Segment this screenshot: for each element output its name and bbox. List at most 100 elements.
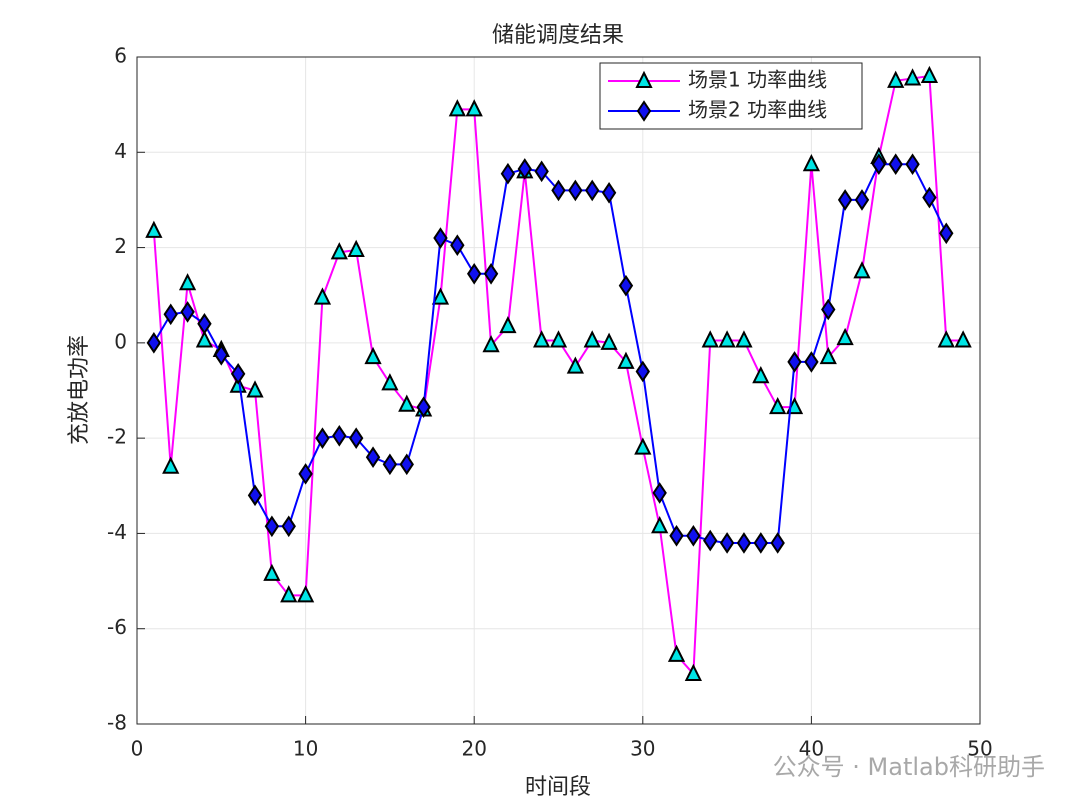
marker: [500, 162, 516, 185]
x-axis-label: 时间段: [525, 775, 591, 800]
legend-marker: [635, 70, 653, 88]
marker: [551, 179, 566, 202]
marker: [313, 287, 332, 305]
marker: [651, 516, 669, 534]
marker: [667, 644, 686, 662]
y-axis-label: 充放电功率: [67, 335, 92, 445]
marker: [431, 287, 450, 305]
marker: [719, 532, 735, 554]
marker: [296, 585, 315, 603]
marker: [769, 396, 787, 415]
marker: [247, 484, 263, 507]
marker: [888, 153, 903, 175]
marker: [549, 330, 568, 348]
y-tick-label: 6: [114, 44, 127, 68]
legend-label: 场景2 功率曲线: [688, 98, 827, 122]
marker: [214, 343, 229, 366]
y-tick-label: -8: [107, 711, 127, 735]
marker: [229, 375, 247, 393]
marker: [770, 532, 785, 554]
marker: [686, 525, 701, 547]
watermark: 公众号 · Matlab科研助手: [773, 753, 1045, 781]
marker: [583, 330, 601, 348]
marker: [197, 312, 212, 335]
x-tick-label: 30: [630, 737, 655, 761]
marker: [332, 424, 347, 447]
marker: [804, 351, 819, 373]
marker: [600, 332, 618, 350]
y-tick-label: 4: [114, 139, 127, 163]
marker: [162, 456, 180, 474]
marker: [954, 330, 972, 348]
marker: [465, 99, 483, 117]
marker: [364, 346, 382, 365]
marker: [178, 273, 197, 291]
marker: [635, 360, 651, 383]
marker: [669, 525, 684, 547]
marker: [483, 262, 499, 285]
marker: [736, 532, 752, 554]
marker: [263, 563, 281, 581]
marker: [903, 68, 922, 86]
marker: [347, 239, 365, 257]
marker: [718, 330, 736, 348]
marker: [433, 227, 448, 249]
marker: [684, 663, 702, 681]
marker: [399, 453, 414, 476]
marker: [905, 153, 920, 175]
y-tick-label: 2: [114, 234, 127, 258]
marker: [753, 532, 769, 554]
marker: [466, 262, 482, 285]
marker: [448, 99, 466, 117]
marker: [163, 303, 178, 326]
marker: [298, 463, 313, 485]
marker: [145, 220, 163, 238]
marker: [821, 298, 836, 321]
marker: [836, 327, 854, 346]
marker: [735, 330, 753, 348]
marker: [802, 153, 821, 172]
x-tick-label: 20: [461, 737, 486, 761]
marker: [618, 274, 634, 297]
x-tick-label: 40: [799, 737, 824, 761]
marker: [871, 153, 887, 175]
x-tick-label: 50: [967, 737, 992, 761]
marker: [146, 332, 162, 354]
marker: [534, 160, 549, 183]
marker: [752, 365, 770, 384]
marker: [482, 335, 500, 353]
y-tick-label: -4: [107, 520, 127, 544]
marker: [315, 427, 330, 449]
y-tick-label: -2: [107, 425, 127, 449]
marker: [348, 427, 364, 449]
marker: [601, 181, 617, 204]
marker: [517, 158, 532, 180]
marker: [195, 330, 214, 348]
marker: [939, 222, 954, 245]
marker: [937, 330, 955, 348]
marker: [499, 315, 517, 334]
marker: [180, 301, 195, 323]
marker: [416, 396, 431, 418]
marker: [652, 482, 667, 504]
x-tick-label: 10: [293, 737, 318, 761]
marker: [853, 261, 871, 279]
y-tick-label: -6: [107, 615, 127, 639]
marker: [230, 363, 246, 385]
marker: [787, 351, 802, 373]
marker: [585, 179, 600, 202]
marker: [280, 585, 298, 603]
marker: [922, 186, 937, 209]
marker: [566, 356, 584, 374]
y-tick-label: 0: [114, 329, 127, 353]
marker: [887, 70, 905, 88]
marker: [533, 330, 551, 348]
marker: [246, 380, 264, 398]
marker: [701, 330, 719, 348]
marker: [382, 453, 398, 476]
marker: [819, 346, 837, 365]
chart-title: 储能调度结果: [492, 23, 624, 48]
plot-frame: [136, 56, 981, 725]
